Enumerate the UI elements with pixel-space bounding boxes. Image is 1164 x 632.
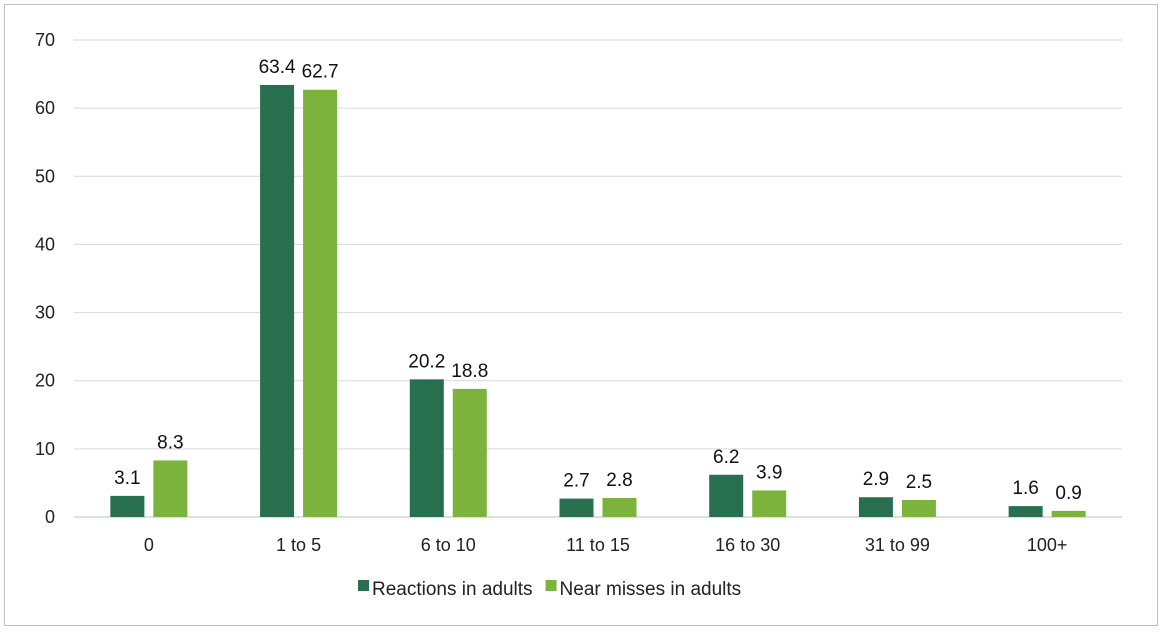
bar	[709, 474, 744, 517]
y-tick-label: 60	[35, 98, 55, 118]
data-label: 63.4	[259, 57, 296, 78]
bar	[452, 388, 487, 517]
bar	[602, 497, 637, 517]
legend-swatch	[358, 580, 369, 591]
y-tick-label: 70	[35, 30, 55, 50]
y-tick-label: 20	[35, 371, 55, 391]
bar	[858, 497, 893, 517]
y-tick-label: 10	[35, 439, 55, 459]
data-label: 2.8	[606, 470, 632, 491]
x-tick-label: 6 to 10	[421, 535, 476, 555]
data-label: 2.9	[863, 469, 889, 490]
legend-label: Near misses in adults	[560, 579, 742, 600]
bar	[1008, 506, 1043, 517]
x-tick-label: 11 to 15	[566, 535, 630, 555]
data-label: 2.7	[563, 471, 589, 492]
legend-label: Reactions in adults	[372, 579, 533, 600]
data-label: 3.1	[114, 468, 140, 489]
bar	[409, 379, 444, 517]
x-axis-ticks: 0 1 to 5 6 to 10 11 to 15 16 to 30 31 to 99 10…	[144, 535, 1068, 555]
x-tick-label: 1 to 5	[276, 535, 321, 555]
bar	[303, 89, 338, 517]
x-tick-label: 0	[144, 535, 154, 555]
y-tick-label: 30	[35, 303, 55, 323]
data-label: 2.5	[906, 472, 932, 493]
bar	[559, 498, 594, 517]
data-label: 6.2	[713, 447, 739, 468]
x-tick-label: 16 to 30	[715, 535, 780, 555]
bars	[110, 84, 1086, 517]
y-tick-label: 0	[45, 507, 55, 527]
y-axis-ticks: 0 10 20 30 40 50 60 70	[35, 30, 55, 527]
data-label: 8.3	[157, 432, 183, 453]
data-label: 3.9	[756, 462, 782, 483]
x-tick-label: 100+	[1027, 535, 1068, 555]
bar	[153, 460, 188, 517]
data-labels: 3.1 8.3 63.4 62.7 20.2 18.8 2.7 2.8 6.2 3.9 2.9 2.5…	[114, 57, 1082, 504]
legend-swatch	[545, 580, 557, 591]
bar	[901, 499, 936, 517]
data-label: 20.2	[408, 351, 445, 372]
data-label: 62.7	[302, 62, 339, 83]
bar	[752, 490, 787, 517]
y-tick-label: 50	[35, 166, 55, 186]
bar	[260, 84, 295, 517]
data-label: 0.9	[1055, 483, 1081, 504]
gridlines	[74, 39, 1122, 518]
y-tick-label: 40	[35, 234, 55, 254]
data-label: 1.6	[1012, 478, 1038, 499]
bar	[1051, 510, 1086, 517]
x-tick-label: 31 to 99	[865, 535, 930, 555]
legend: Reactions in adults Near misses in adults	[358, 579, 741, 600]
data-label: 18.8	[451, 361, 488, 382]
bar	[110, 495, 145, 517]
